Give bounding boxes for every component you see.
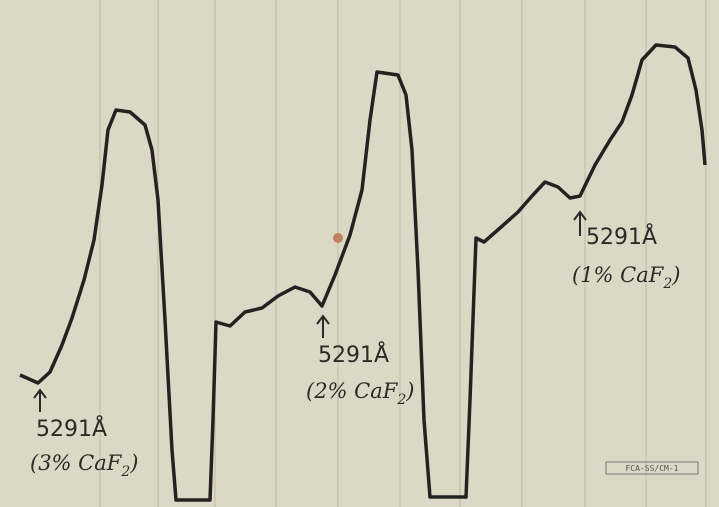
line-label: 5291Å (36, 415, 107, 442)
close-paren: ) (405, 379, 414, 403)
subscript: 2 (120, 464, 130, 480)
sample-text: (3% CaF (30, 451, 123, 475)
line-label: 5291Å (586, 223, 657, 250)
subscript: 2 (396, 392, 406, 408)
close-paren: ) (129, 451, 138, 475)
stamp: FCA-SS/CM-1 (626, 464, 679, 473)
paper (0, 0, 719, 507)
close-paren: ) (671, 263, 680, 287)
sample-text: (2% CaF (306, 379, 399, 403)
line-label: 5291Å (318, 341, 389, 368)
recording-photo: 5291Å (3% CaF2) 5291Å (2% CaF2) 5291Å (1… (0, 0, 719, 507)
sample-text: (1% CaF (572, 263, 665, 287)
subscript: 2 (662, 276, 672, 292)
stain (333, 233, 343, 243)
